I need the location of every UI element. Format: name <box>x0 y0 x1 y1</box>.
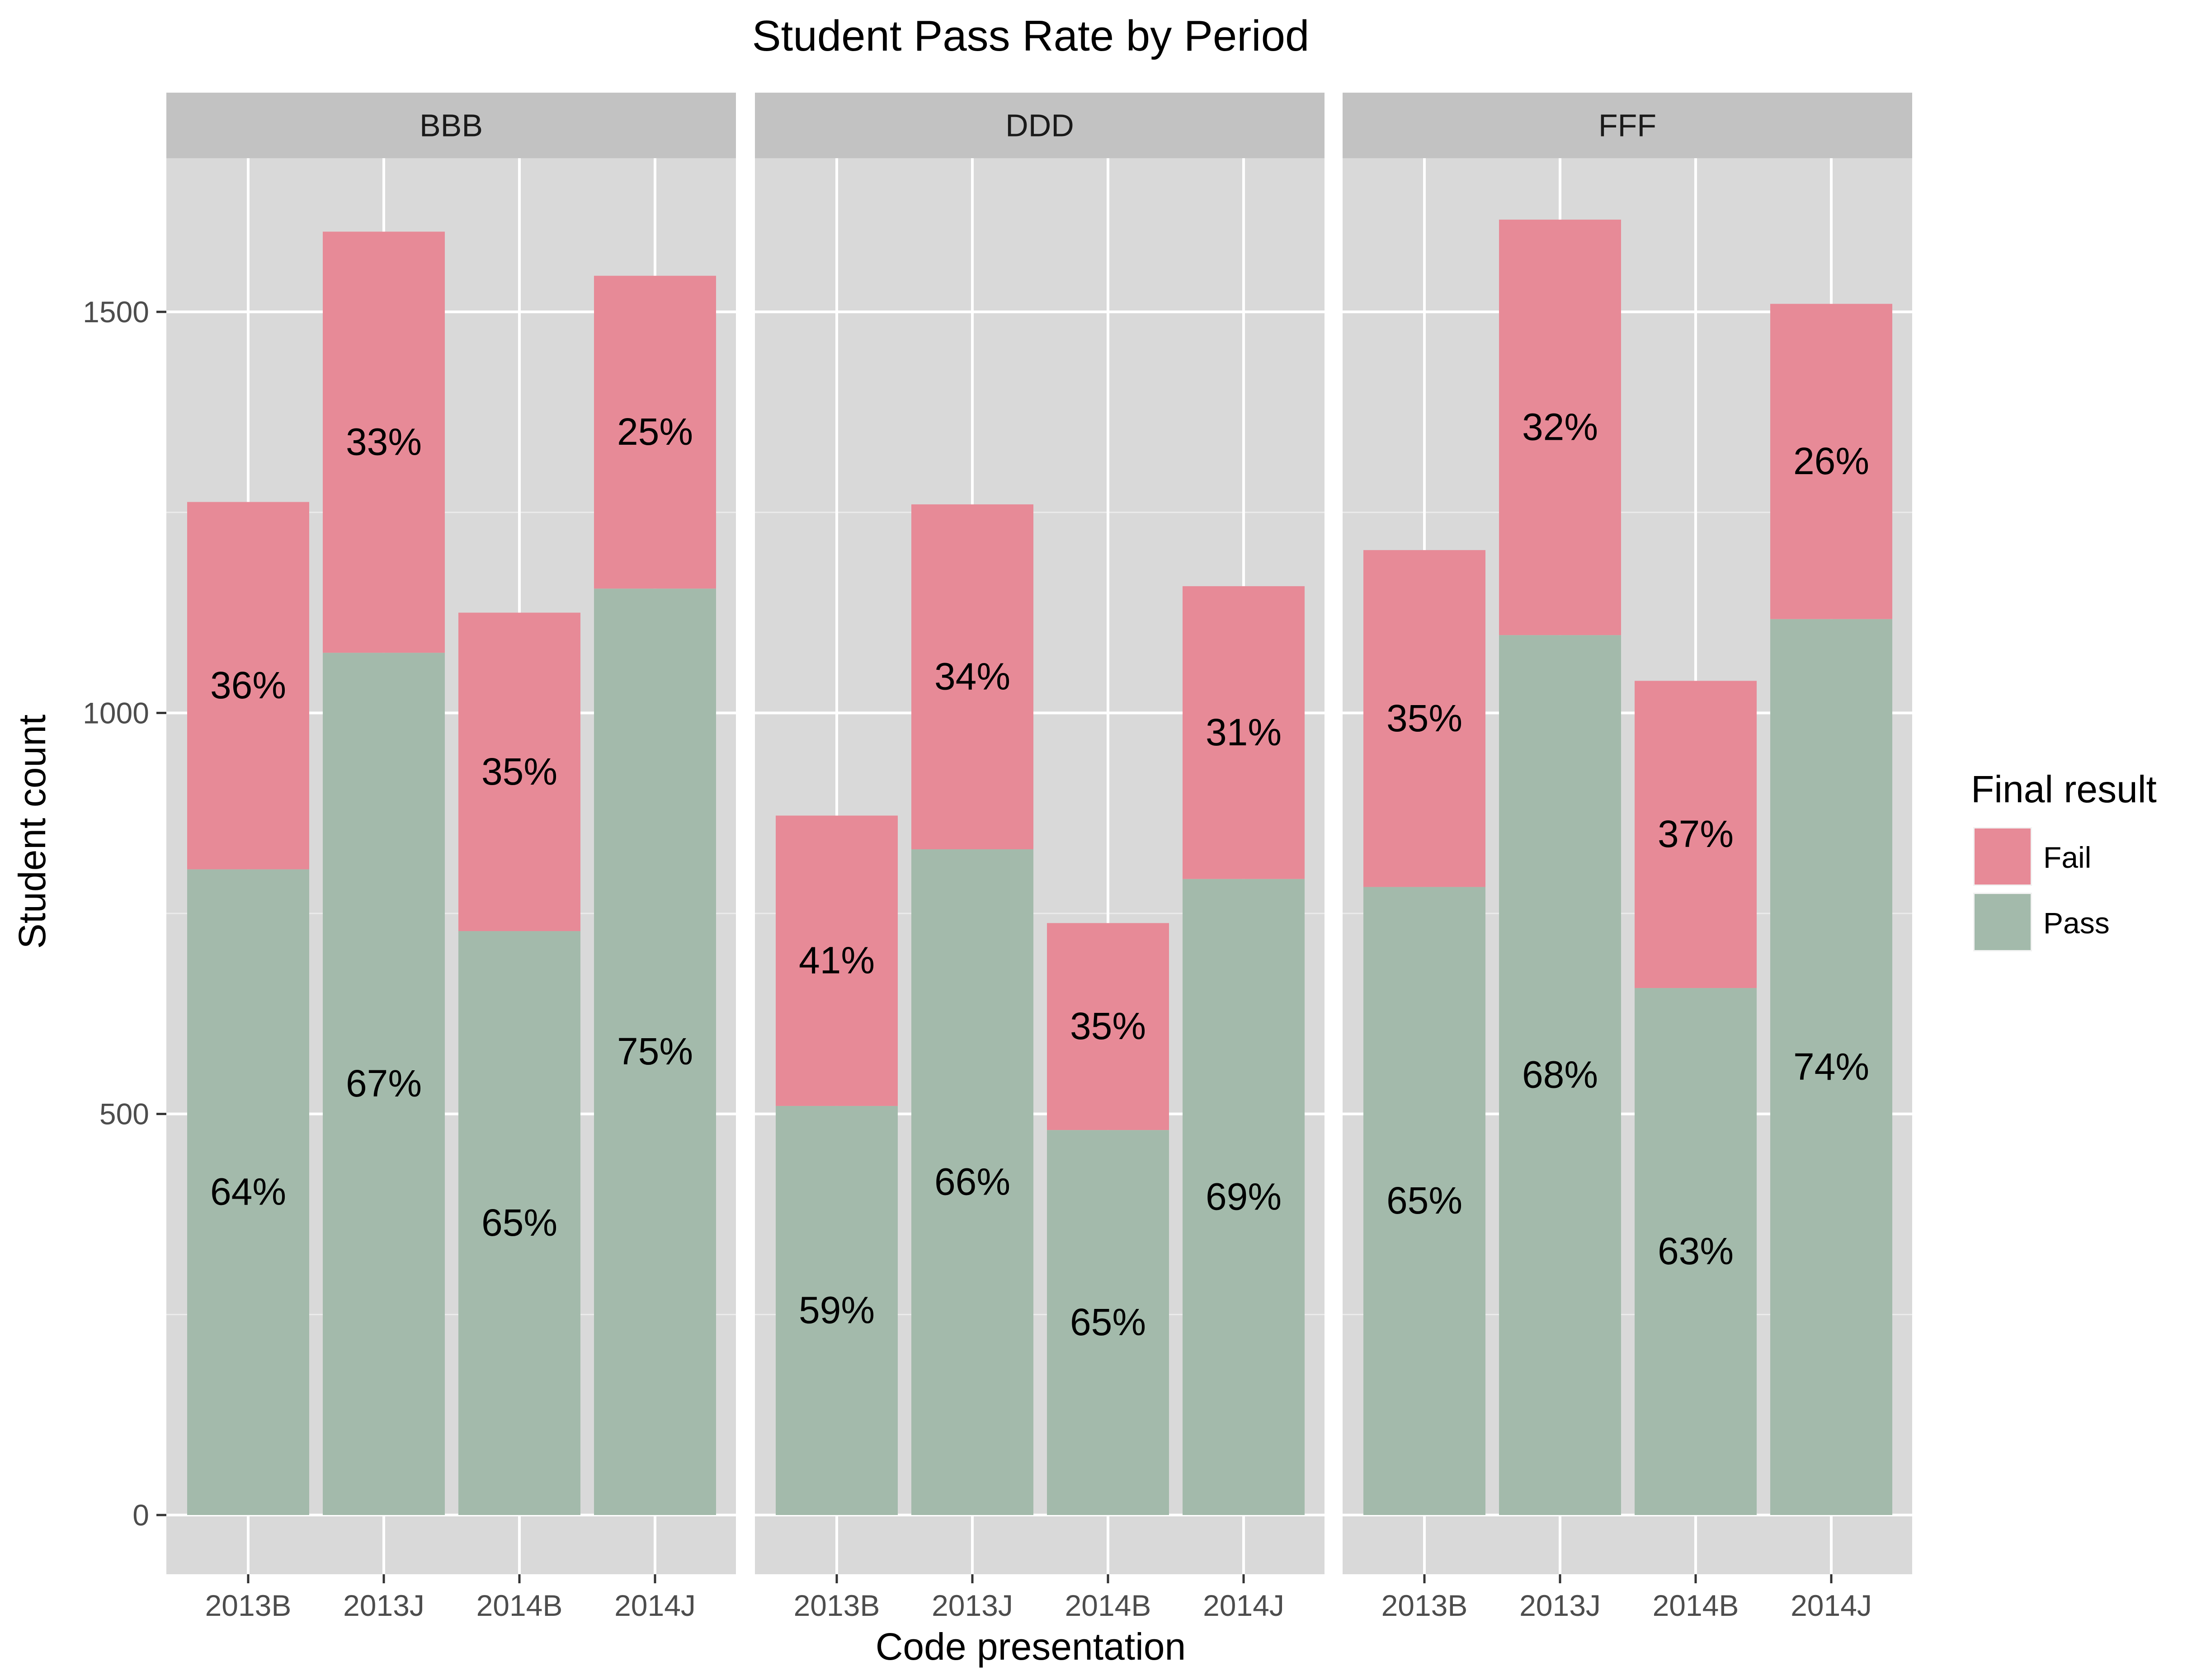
legend-title: Final result <box>1971 768 2157 810</box>
data-label-pass: 65% <box>1070 1301 1146 1343</box>
bar-fail-2013b <box>776 815 898 1106</box>
bar-pass-2013b <box>1363 887 1485 1515</box>
data-label-pass: 68% <box>1522 1054 1598 1096</box>
data-label-fail: 35% <box>1386 697 1462 739</box>
facet-strip <box>1343 93 1912 158</box>
data-label-fail: 41% <box>799 939 875 982</box>
data-label-fail: 25% <box>617 410 693 453</box>
data-label-pass: 67% <box>346 1062 422 1105</box>
bar-pass-2014b <box>458 931 580 1515</box>
legend-label-pass: Pass <box>2043 906 2110 940</box>
bar-fail-2014b <box>1047 923 1169 1130</box>
x-tick-label: 2014J <box>1791 1589 1872 1622</box>
bar-fail-2013j <box>911 504 1033 850</box>
bar-fail-2013j <box>1499 219 1621 635</box>
x-axis-title: Code presentation <box>876 1625 1186 1668</box>
data-label-fail: 37% <box>1658 813 1734 855</box>
bar-fail-2014b <box>1635 681 1757 988</box>
y-tick-label: 1000 <box>83 696 149 729</box>
bar-fail-2014j <box>1183 586 1305 879</box>
data-label-fail: 32% <box>1522 406 1598 448</box>
facet-strip <box>755 93 1325 158</box>
x-tick-label: 2014J <box>614 1589 696 1622</box>
y-tick-label: 500 <box>99 1097 149 1131</box>
bar-fail-2013b <box>187 502 309 870</box>
bar-pass-2014j <box>594 588 716 1515</box>
bar-pass-2013j <box>1499 635 1621 1515</box>
data-label-pass: 74% <box>1793 1045 1869 1088</box>
y-tick-label: 0 <box>132 1498 149 1532</box>
x-tick-label: 2014B <box>476 1589 563 1622</box>
bar-fail-2014b <box>458 612 580 932</box>
legend: Final result Fail Pass <box>1971 768 2157 951</box>
data-label-pass: 65% <box>1386 1179 1462 1222</box>
facet-strip-label: BBB <box>420 108 483 143</box>
facet-panel-fff: FFF 65% 35% 2013B 68% 32% 2013J 63% 37% 2014B 74% 2… <box>1343 93 1912 1622</box>
bar-pass-2014j <box>1770 619 1892 1515</box>
x-tick-label: 2013J <box>343 1589 424 1622</box>
bar-fail-2013b <box>1363 550 1485 887</box>
facet-panels: BBB 64% 36% 2013B 67% 33% 2013J 65% 35% 2014B 75% 2… <box>166 93 1912 1622</box>
x-tick-label: 2014J <box>1203 1589 1284 1622</box>
bar-pass-2014j <box>1183 879 1305 1515</box>
x-tick-label: 2013B <box>1381 1589 1468 1622</box>
x-tick-label: 2013B <box>205 1589 292 1622</box>
facet-strip-label: DDD <box>1005 108 1074 143</box>
legend-swatch-fail <box>1975 828 2031 885</box>
y-tick-label: 1500 <box>83 295 149 329</box>
data-label-fail: 31% <box>1206 711 1282 753</box>
bar-fail-2013j <box>323 231 445 653</box>
bar-pass-2013b <box>776 1106 898 1515</box>
data-label-pass: 64% <box>210 1171 286 1213</box>
facet-strip-label: FFF <box>1598 108 1656 143</box>
data-label-pass: 63% <box>1658 1230 1734 1272</box>
x-tick-label: 2014B <box>1065 1589 1151 1622</box>
facet-panel-bbb: BBB 64% 36% 2013B 67% 33% 2013J 65% 35% 2014B 75% 2… <box>166 93 736 1622</box>
data-label-pass: 66% <box>934 1161 1010 1203</box>
legend-swatch-pass <box>1975 894 2031 950</box>
x-tick-label: 2014B <box>1653 1589 1739 1622</box>
bar-pass-2014b <box>1047 1130 1169 1515</box>
bar-fail-2014j <box>1770 304 1892 619</box>
x-tick-label: 2013B <box>794 1589 880 1622</box>
data-label-pass: 75% <box>617 1030 693 1073</box>
data-label-fail: 35% <box>481 750 557 793</box>
bar-pass-2013j <box>323 653 445 1515</box>
bar-pass-2013b <box>187 869 309 1515</box>
data-label-fail: 34% <box>934 655 1010 697</box>
y-axis: 0 500 1000 1500 <box>83 295 166 1532</box>
data-label-pass: 65% <box>481 1201 557 1244</box>
data-label-pass: 69% <box>1206 1175 1282 1218</box>
x-tick-label: 2013J <box>1519 1589 1601 1622</box>
data-label-fail: 33% <box>346 420 422 463</box>
y-axis-title: Student count <box>11 715 53 949</box>
data-label-fail: 26% <box>1793 440 1869 482</box>
bar-pass-2013j <box>911 849 1033 1515</box>
data-label-pass: 59% <box>799 1289 875 1331</box>
legend-label-fail: Fail <box>2043 841 2091 874</box>
chart-title: Student Pass Rate by Period <box>752 12 1310 60</box>
facet-panel-ddd: DDD 59% 41% 2013B 66% 34% 2013J 65% 35% 2014B 69% 3… <box>755 93 1325 1622</box>
facet-strip <box>166 93 736 158</box>
x-tick-label: 2013J <box>932 1589 1013 1622</box>
bar-fail-2014j <box>594 276 716 589</box>
data-label-fail: 36% <box>210 664 286 706</box>
data-label-fail: 35% <box>1070 1005 1146 1047</box>
bar-pass-2014b <box>1635 988 1757 1515</box>
